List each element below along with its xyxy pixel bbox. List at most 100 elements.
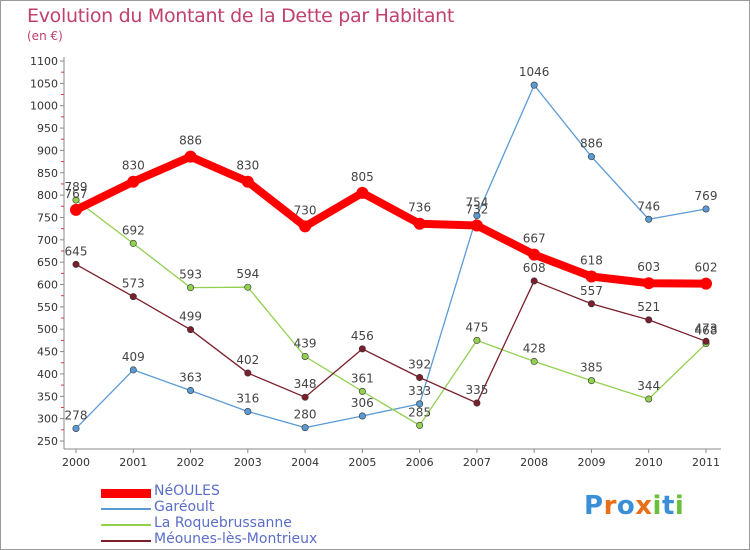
data-label: 456	[351, 329, 374, 343]
logo-letter: P	[584, 491, 604, 521]
logo-letter: x	[635, 491, 653, 521]
series-line	[72, 152, 710, 288]
logo-letter: t	[661, 491, 675, 521]
legend-swatch	[101, 524, 151, 526]
legend-item: Garéoult	[101, 499, 401, 517]
unit-label: (en €)	[27, 29, 63, 43]
proxiti-logo: Proxiti	[584, 491, 684, 521]
data-point	[244, 407, 252, 415]
data-point	[358, 387, 366, 395]
data-label: 602	[695, 261, 718, 275]
data-label: 473	[695, 321, 718, 335]
x-tick-label: 2004	[291, 456, 319, 469]
y-tick-label: 1050	[30, 77, 58, 90]
data-label: 521	[637, 300, 660, 314]
series-line	[75, 263, 707, 404]
x-tick-label: 2005	[348, 456, 376, 469]
data-point	[530, 357, 538, 365]
logo-letter: i	[652, 491, 662, 521]
data-label: 886	[580, 137, 603, 151]
data-label: 361	[351, 371, 374, 385]
data-point	[585, 270, 598, 283]
y-tick-label: 1100	[30, 55, 58, 68]
y-tick-label: 350	[37, 390, 58, 403]
y-tick-label: 250	[37, 435, 58, 448]
x-tick-label: 2002	[177, 456, 205, 469]
data-label: 428	[523, 341, 546, 355]
y-tick-label: 1000	[30, 100, 58, 113]
data-point	[244, 283, 252, 291]
y-tick-label: 800	[37, 189, 58, 202]
chart-title: Evolution du Montant de la Dette par Hab…	[27, 5, 455, 27]
data-label: 280	[294, 408, 317, 422]
series-line	[75, 199, 707, 427]
data-point	[356, 186, 369, 199]
data-point	[587, 300, 595, 308]
data-point	[700, 277, 712, 290]
data-point	[470, 219, 483, 232]
data-point	[129, 366, 137, 374]
y-tick-label: 550	[37, 301, 58, 314]
data-point	[301, 353, 309, 361]
data-label: 409	[122, 350, 145, 364]
legend-item: NéOULES	[101, 483, 401, 501]
data-label: 886	[179, 134, 202, 148]
y-tick-label: 750	[37, 211, 58, 224]
data-label: 830	[122, 159, 145, 173]
series-line	[75, 84, 707, 430]
legend-swatch	[101, 540, 151, 542]
data-label: 392	[408, 358, 431, 372]
logo-letter: o	[616, 491, 636, 521]
y-tick-label: 700	[37, 234, 58, 247]
data-label: 769	[695, 189, 718, 203]
data-point	[72, 424, 80, 432]
data-point	[358, 345, 366, 353]
data-point	[473, 399, 481, 407]
legend: NéOULES Garéoult La Roquebrussanne Méounes-…	[101, 483, 401, 549]
data-label: 333	[408, 384, 431, 398]
y-tick-label: 850	[37, 167, 58, 180]
x-tick-label: 2001	[119, 456, 147, 469]
data-label: 499	[179, 310, 202, 324]
data-point	[301, 424, 309, 432]
data-point	[187, 284, 195, 292]
data-point	[187, 386, 195, 394]
legend-item: Méounes-lès-Montrieux	[101, 531, 401, 549]
data-point	[129, 239, 137, 247]
y-tick-label: 600	[37, 279, 58, 292]
data-point	[645, 316, 653, 324]
legend-label: La Roquebrussanne	[154, 515, 292, 531]
data-label: 573	[122, 277, 145, 291]
data-label: 645	[65, 244, 88, 258]
data-point	[702, 205, 710, 213]
data-point	[642, 277, 655, 290]
data-label: 746	[637, 199, 660, 213]
data-point	[72, 196, 80, 204]
data-label: 335	[465, 383, 488, 397]
data-point	[301, 393, 309, 401]
data-point	[416, 400, 424, 408]
logo-letter: r	[603, 491, 617, 521]
data-point	[244, 369, 252, 377]
x-tick-label: 2000	[62, 456, 90, 469]
data-point	[702, 337, 710, 345]
x-tick-label: 2008	[520, 456, 548, 469]
data-point	[416, 421, 424, 429]
data-label: 594	[236, 267, 259, 281]
data-label: 767	[65, 187, 88, 201]
data-point	[184, 150, 197, 163]
data-label: 603	[637, 260, 660, 274]
data-label: 1046	[519, 65, 550, 79]
data-label: 363	[179, 370, 202, 384]
x-tick-label: 2007	[463, 456, 491, 469]
data-point	[127, 175, 140, 188]
y-tick-label: 450	[37, 346, 58, 359]
x-tick-label: 2006	[406, 456, 434, 469]
data-label: 754	[465, 196, 488, 210]
data-label: 468	[695, 324, 718, 338]
data-label: 285	[408, 405, 431, 419]
data-point	[129, 293, 137, 301]
y-tick-label: 950	[37, 122, 58, 135]
data-label: 805	[351, 170, 374, 184]
y-tick-label: 500	[37, 323, 58, 336]
